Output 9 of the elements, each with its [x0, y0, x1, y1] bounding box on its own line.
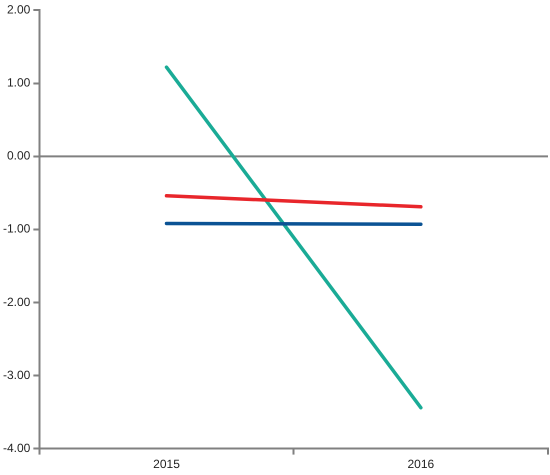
- x-tick-label: 2015: [153, 457, 180, 472]
- y-tick-label: -3.00: [2, 368, 31, 382]
- y-tick-label: 0.00: [6, 148, 31, 163]
- y-tick-label: 2.00: [6, 2, 31, 17]
- y-tick-label: -2.00: [2, 294, 31, 309]
- y-tick-label: -1.00: [2, 222, 31, 236]
- y-tick-label: -4.00: [2, 440, 31, 455]
- y-tick-label: 1.00: [6, 76, 31, 90]
- x-tick-label: 2016: [407, 457, 435, 472]
